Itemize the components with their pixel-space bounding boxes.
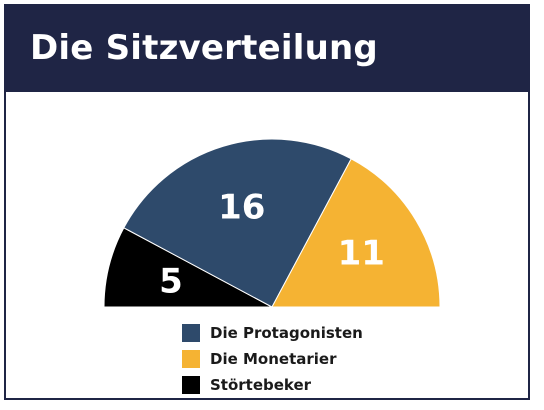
slice-die-monetarier bbox=[271, 158, 441, 308]
slice-value-label: 11 bbox=[338, 234, 385, 274]
legend-label-protagonisten: Die Protagonisten bbox=[210, 324, 363, 342]
seat-distribution-chart: 5 16 11 bbox=[103, 138, 441, 308]
slice-value-label: 5 bbox=[159, 262, 183, 302]
slice-value-label: 16 bbox=[218, 187, 265, 227]
legend-swatch-monetarier bbox=[182, 350, 200, 368]
legend-item-protagonisten: Die Protagonisten bbox=[182, 320, 363, 346]
legend-swatch-stoertebeker bbox=[182, 376, 200, 394]
legend-swatch-protagonisten bbox=[182, 324, 200, 342]
legend: Die Protagonisten Die Monetarier Störteb… bbox=[182, 320, 363, 398]
legend-label-stoertebeker: Störtebeker bbox=[210, 376, 312, 394]
chart-title: Die Sitzverteilung bbox=[30, 28, 378, 68]
header-bar: Die Sitzverteilung bbox=[6, 6, 528, 92]
legend-item-stoertebeker: Störtebeker bbox=[182, 372, 363, 398]
chart-card: Die Sitzverteilung 5 16 11 Die Protagonist… bbox=[4, 4, 530, 400]
legend-label-monetarier: Die Monetarier bbox=[210, 350, 337, 368]
legend-item-monetarier: Die Monetarier bbox=[182, 346, 363, 372]
